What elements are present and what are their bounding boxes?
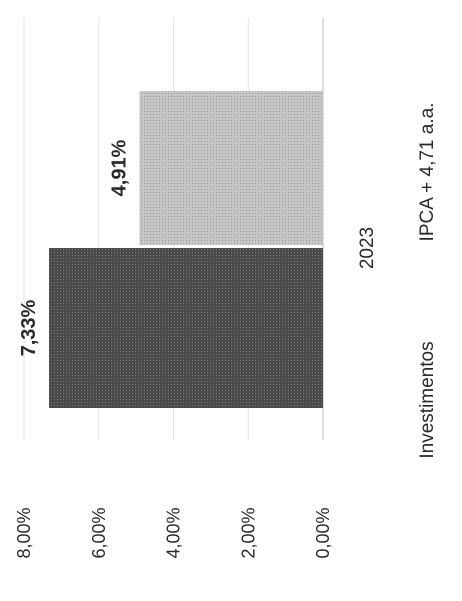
legend-entry: Investimentos — [417, 341, 438, 458]
tick-label: 4,00% — [164, 507, 184, 558]
plot-area: 0,00% 2,00% 4,00% 6,00% 8,00% 7,33% 4,91% 2023 I… — [14, 18, 438, 559]
data-label: 7,33% — [18, 299, 40, 356]
tick-label: 8,00% — [14, 507, 34, 558]
category-label: 2023 — [357, 227, 378, 269]
tick-label: 6,00% — [89, 507, 109, 558]
tick-label: 0,00% — [313, 507, 333, 558]
bar-investimentos — [49, 248, 323, 408]
legend-entry: IPCA + 4,71 a.a. — [417, 103, 438, 242]
data-label: 4,91% — [108, 139, 130, 196]
bar-ipca — [139, 91, 323, 245]
tick-label: 2,00% — [238, 507, 258, 558]
